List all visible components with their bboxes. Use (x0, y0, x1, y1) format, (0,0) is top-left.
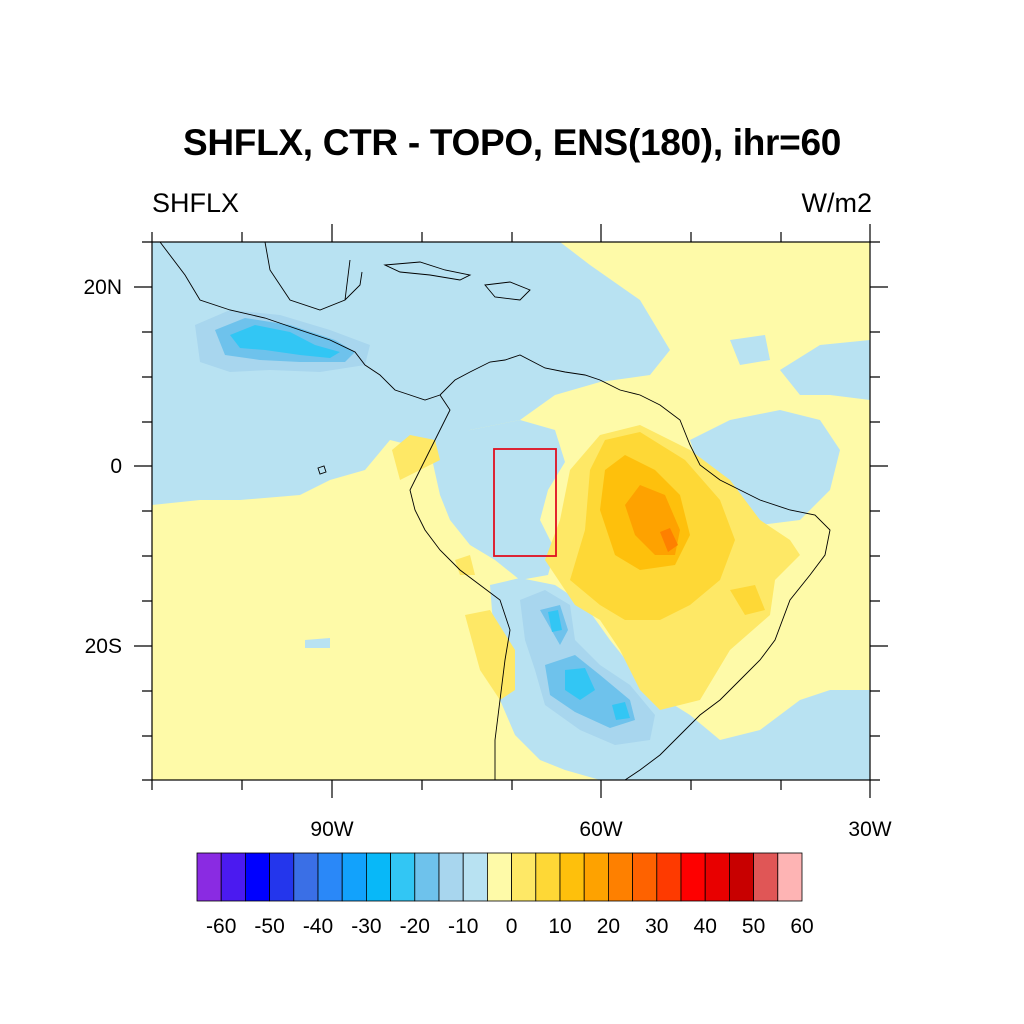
south-america-pacific-coast (409, 394, 511, 780)
colorbar-label: -30 (351, 915, 381, 938)
colorbar-label: 50 (742, 915, 765, 938)
colorbar-swatch (486, 852, 512, 902)
contour-neg20-pacific (230, 325, 340, 358)
units-label: W/m2 (801, 188, 873, 218)
contour-neg5-atlantic2 (730, 335, 770, 365)
colorbar-swatch (365, 852, 391, 902)
colorbar-swatch (559, 852, 585, 902)
colorbar-swatch (583, 852, 609, 902)
colorbar-swatch (608, 852, 634, 902)
colorbar-label: 30 (645, 915, 668, 938)
axis-ticks (134, 224, 888, 798)
bottom-major-ticks (331, 780, 871, 798)
lon-tick-label: 90W (310, 818, 353, 841)
bottom-minor-ticks (151, 780, 782, 790)
lat-tick-label: 0 (110, 455, 122, 478)
colorbar-swatch (390, 852, 416, 902)
colorbar-swatch (196, 852, 222, 902)
contour-neg5-north-pacific (152, 242, 670, 505)
lat-tick-label: 20N (83, 276, 122, 299)
contour-5-10-coast (392, 435, 440, 480)
colorbar-label: -20 (400, 915, 430, 938)
colorbar-label: 0 (506, 915, 518, 938)
colorbar-swatch (632, 852, 658, 902)
colorbar-swatch (511, 852, 537, 902)
contour-neg5-amazon (430, 420, 565, 580)
left-major-ticks (134, 286, 152, 647)
top-major-ticks (331, 224, 871, 242)
colorbar-swatch (438, 852, 464, 902)
colorbar-swatch (341, 852, 367, 902)
lon-tick-label: 60W (579, 818, 622, 841)
variable-label: SHFLX (152, 188, 240, 218)
right-major-ticks (870, 286, 888, 647)
colorbar-swatch (414, 852, 440, 902)
right-minor-ticks (870, 241, 880, 781)
left-minor-ticks (142, 241, 152, 781)
colorbar-label: 10 (548, 915, 571, 938)
contour-field (152, 242, 870, 780)
top-minor-ticks (151, 232, 782, 242)
colorbar-swatch (729, 852, 755, 902)
hispaniola-coast (484, 281, 531, 301)
caribbean-coast (439, 354, 831, 780)
lat-tick-label: 20S (85, 635, 122, 658)
colorbar-label: -50 (254, 915, 284, 938)
central-america-pacific-coast (159, 242, 441, 401)
colorbar-swatch (753, 852, 779, 902)
contour-neg20-andes (548, 610, 630, 720)
gulf-coast (264, 242, 363, 311)
colorbar-swatch (656, 852, 682, 902)
colorbar-label: 60 (790, 915, 813, 938)
colorbar-swatch (317, 852, 343, 902)
cuba-coast (383, 261, 472, 281)
colorbar-swatch (220, 852, 246, 902)
colorbar-label: -60 (206, 915, 236, 938)
colorbar-swatch (244, 852, 270, 902)
colorbar: -60 -50 -40 -30 -20 -10 0 10 20 30 40 50 60 (196, 852, 814, 938)
colorbar-swatch (293, 852, 319, 902)
contour-25-30-brazil (660, 528, 678, 552)
contour-neg5-atlantic (780, 340, 870, 400)
colorbar-swatch (704, 852, 730, 902)
colorbar-swatch (462, 852, 488, 902)
colorbar-swatch (680, 852, 706, 902)
coastlines (159, 242, 831, 780)
colorbar-label: -10 (448, 915, 478, 938)
lon-tick-label: 30W (848, 818, 891, 841)
colorbar-swatch (269, 852, 295, 902)
highlight-region-box (493, 448, 557, 557)
colorbar-label: -40 (303, 915, 333, 938)
colorbar-label: 40 (694, 915, 717, 938)
colorbar-swatch (535, 852, 561, 902)
colorbar-swatch (777, 852, 803, 902)
colorbar-label: 20 (597, 915, 620, 938)
contour-neg15-andes (540, 605, 635, 728)
contour-neg5-pacific-patch (305, 638, 330, 648)
plot-title: SHFLX, CTR - TOPO, ENS(180), ihr=60 (182, 122, 842, 163)
galapagos (317, 465, 327, 475)
